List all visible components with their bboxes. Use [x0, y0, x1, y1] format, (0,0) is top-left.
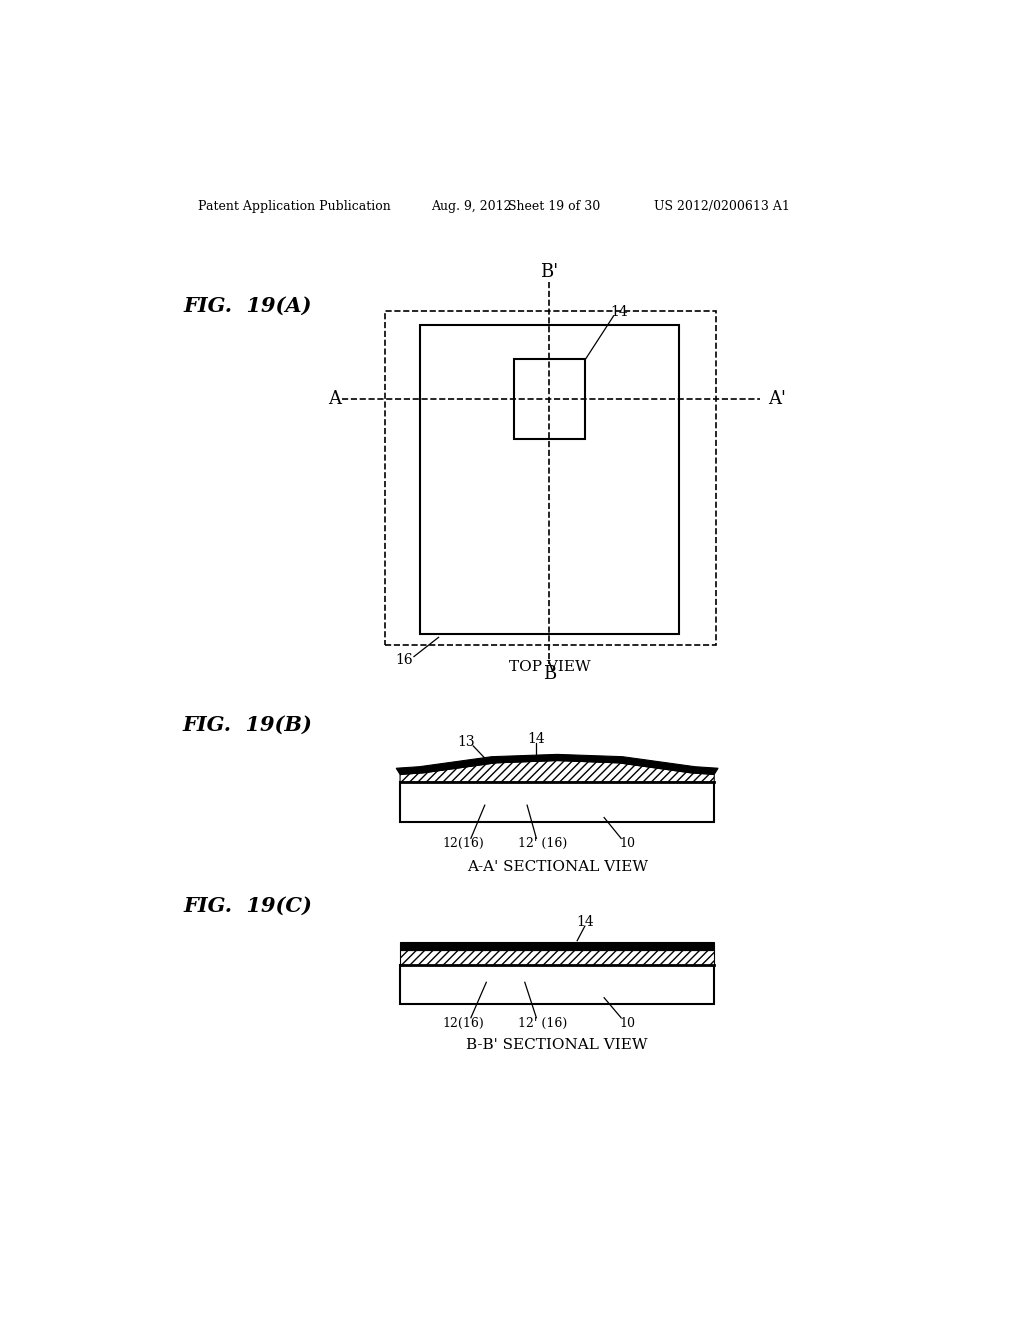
Text: FIG.  19(B): FIG. 19(B) [182, 714, 312, 734]
Text: 14: 14 [575, 915, 594, 929]
Text: A-A' SECTIONAL VIEW: A-A' SECTIONAL VIEW [467, 859, 647, 874]
Text: 12(16): 12(16) [442, 837, 484, 850]
Text: 16: 16 [395, 653, 413, 668]
Text: 10: 10 [620, 837, 635, 850]
Text: US 2012/0200613 A1: US 2012/0200613 A1 [654, 199, 791, 213]
Text: 12(16): 12(16) [442, 1016, 484, 1030]
Polygon shape [396, 755, 718, 775]
Text: Patent Application Publication: Patent Application Publication [199, 199, 391, 213]
Text: 10: 10 [620, 1016, 635, 1030]
Text: B: B [543, 665, 556, 684]
Bar [400, 950, 714, 965]
Text: A': A' [768, 389, 786, 408]
Text: 13: 13 [458, 735, 475, 748]
Text: 12' (16): 12' (16) [518, 1016, 567, 1030]
Text: TOP VIEW: TOP VIEW [509, 660, 590, 673]
Bar [420, 326, 679, 635]
Text: 14: 14 [610, 305, 629, 319]
Text: Sheet 19 of 30: Sheet 19 of 30 [508, 199, 600, 213]
Text: FIG.  19(A): FIG. 19(A) [183, 296, 312, 317]
Polygon shape [400, 760, 714, 781]
Bar [385, 312, 716, 645]
Text: B': B' [541, 264, 558, 281]
Text: 14: 14 [527, 733, 545, 746]
Bar [400, 942, 714, 950]
Bar [400, 965, 714, 1003]
Text: FIG.  19(C): FIG. 19(C) [183, 895, 312, 915]
Text: 12' (16): 12' (16) [518, 837, 567, 850]
Bar [514, 359, 585, 438]
Bar [400, 781, 714, 822]
Text: A: A [328, 389, 341, 408]
Text: B-B' SECTIONAL VIEW: B-B' SECTIONAL VIEW [466, 1039, 648, 1052]
Text: Aug. 9, 2012: Aug. 9, 2012 [431, 199, 511, 213]
